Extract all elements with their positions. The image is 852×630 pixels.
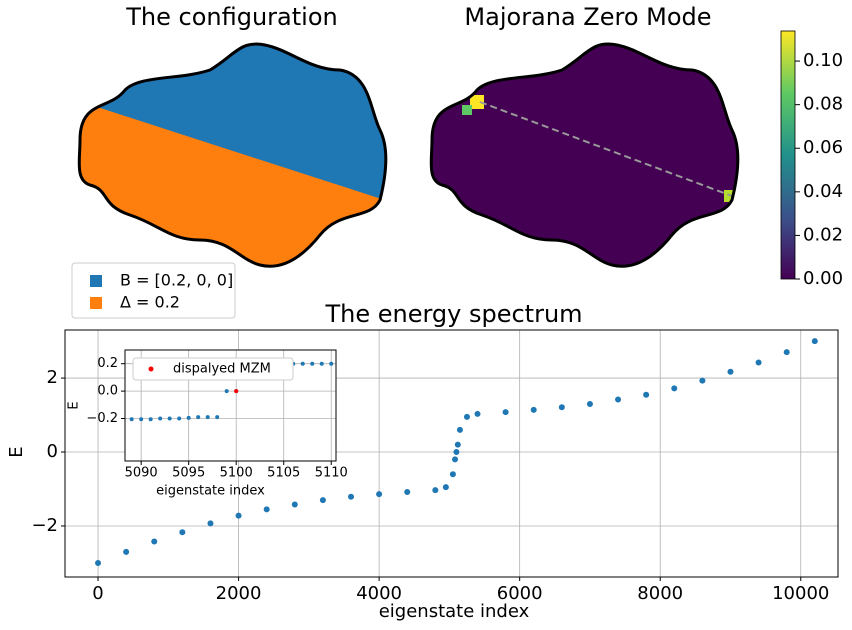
point — [558, 404, 565, 411]
legend-label: dispalyed MZM — [173, 362, 271, 377]
point — [348, 493, 355, 500]
x-tick-label: 5095 — [172, 466, 205, 481]
x-tick-label: 0 — [92, 583, 103, 604]
x-tick-label: 5100 — [220, 466, 253, 481]
point — [177, 416, 182, 421]
point — [727, 368, 734, 375]
x-tick-label: 2000 — [216, 583, 262, 604]
point — [442, 484, 449, 491]
point — [319, 497, 326, 504]
point — [586, 400, 593, 407]
point — [224, 389, 229, 394]
colorbar-tick-label: 0.02 — [803, 224, 843, 245]
point — [123, 548, 130, 555]
point — [291, 501, 298, 508]
y-axis-label: E — [67, 401, 82, 409]
point — [319, 361, 324, 366]
point — [95, 559, 102, 566]
legend-swatch — [90, 297, 102, 309]
config-title: The configuration — [125, 3, 337, 31]
point — [151, 538, 158, 545]
y-tick-label: 0.0 — [97, 384, 118, 399]
y-tick-label: −0.2 — [86, 411, 118, 426]
legend-box — [132, 357, 294, 381]
mzm-map — [429, 42, 740, 268]
point — [755, 359, 762, 366]
legend-label: Δ = 0.2 — [120, 293, 180, 312]
point — [329, 361, 334, 366]
point — [234, 389, 239, 394]
point — [463, 413, 470, 420]
x-tick-label: 4000 — [356, 583, 402, 604]
point — [129, 417, 134, 422]
y-tick-label: 2 — [47, 367, 58, 388]
point — [811, 338, 818, 345]
colorbar-tick-label: 0.04 — [803, 181, 843, 202]
x-axis-label: eigenstate index — [379, 601, 530, 622]
point — [453, 449, 460, 456]
point — [783, 349, 790, 356]
point — [186, 415, 191, 420]
y-axis-label: E — [6, 446, 27, 457]
y-tick-label: 0 — [47, 441, 58, 462]
point — [454, 441, 461, 448]
colorbar — [780, 30, 796, 280]
colorbar-tick-label: 0.06 — [803, 137, 843, 158]
point — [502, 409, 509, 416]
x-tick-label: 6000 — [497, 583, 543, 604]
point — [235, 512, 242, 519]
colorbar-tick-label: 0.08 — [803, 94, 843, 115]
point — [643, 391, 650, 398]
x-tick-label: 8000 — [637, 583, 683, 604]
point — [376, 491, 383, 498]
legend-marker — [148, 366, 154, 372]
x-tick-label: 10000 — [772, 583, 829, 604]
spectrum-title: The energy spectrum — [324, 300, 582, 328]
axes-frame — [64, 329, 839, 578]
point — [404, 488, 411, 495]
y-tick-label: 0.2 — [97, 356, 118, 371]
point — [167, 416, 172, 421]
point — [179, 529, 186, 536]
axes-frame — [124, 349, 337, 462]
point — [456, 426, 463, 433]
legend-box — [71, 262, 236, 319]
point — [139, 417, 144, 422]
point — [452, 456, 459, 463]
point — [158, 416, 163, 421]
point — [310, 361, 315, 366]
colorbar-tick-label: 0.10 — [803, 50, 843, 71]
legend-label: B = [0.2, 0, 0] — [120, 271, 233, 290]
point — [432, 487, 439, 494]
mzm-title: Majorana Zero Mode — [464, 3, 711, 31]
colorbar-tick-label: 0.00 — [803, 268, 843, 289]
point — [196, 415, 201, 420]
point — [474, 410, 481, 417]
point — [449, 471, 456, 478]
point — [671, 385, 678, 392]
point — [699, 377, 706, 384]
point — [263, 506, 270, 513]
x-tick-label: 5090 — [125, 466, 158, 481]
point — [205, 415, 210, 420]
legend-swatch — [90, 275, 102, 287]
point — [615, 396, 622, 403]
point — [530, 406, 537, 413]
point — [215, 415, 220, 420]
x-tick-label: 5110 — [315, 466, 348, 481]
point — [207, 520, 214, 527]
x-tick-label: 5105 — [267, 466, 300, 481]
y-tick-label: −2 — [31, 515, 58, 536]
point — [300, 361, 305, 366]
point — [148, 417, 153, 422]
config-map — [77, 42, 388, 268]
x-axis-label: eigenstate index — [156, 484, 265, 499]
